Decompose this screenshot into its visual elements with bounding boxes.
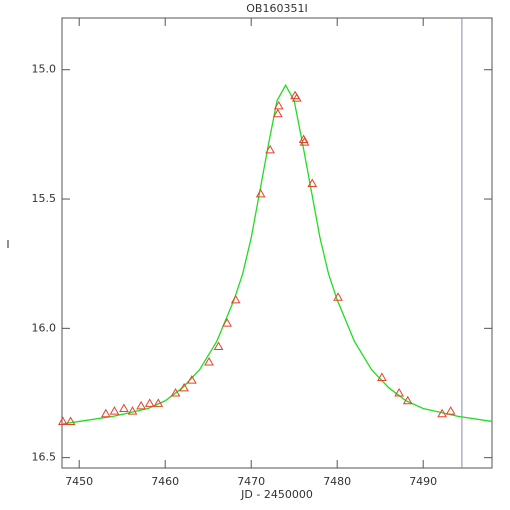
data-point <box>255 188 266 198</box>
x-tick-label: 7470 <box>237 475 265 488</box>
y-tick-label: 16.5 <box>32 451 57 464</box>
data-point <box>307 178 318 188</box>
data-point <box>273 100 284 110</box>
data-point <box>230 294 241 304</box>
data-point <box>136 400 146 410</box>
x-tick-label: 7490 <box>409 475 437 488</box>
y-tick-label: 16.0 <box>32 321 57 334</box>
x-axis-label: JD - 2450000 <box>240 488 313 501</box>
data-point <box>119 403 129 413</box>
data-point <box>272 108 283 118</box>
data-point <box>204 356 214 366</box>
data-point <box>377 372 387 381</box>
data-point <box>186 375 197 384</box>
data-point <box>213 341 224 350</box>
chart-title: OB160351I <box>246 2 307 15</box>
x-tick-label: 7460 <box>151 475 179 488</box>
model-line <box>61 83 493 425</box>
data-point <box>402 395 413 405</box>
y-tick-label: 15.5 <box>32 192 57 205</box>
data-point <box>65 416 76 425</box>
data-point <box>109 406 120 415</box>
data-point <box>170 387 181 397</box>
data-point <box>153 398 164 407</box>
data-point <box>394 387 404 397</box>
data-point <box>265 144 275 154</box>
data-point <box>298 134 309 144</box>
data-point <box>445 406 456 415</box>
y-axis-label: I <box>6 238 9 251</box>
data-point <box>333 292 343 301</box>
y-tick-label: 15.0 <box>32 63 57 76</box>
data-point <box>100 408 111 418</box>
data-point <box>57 416 68 425</box>
data-point <box>291 93 302 102</box>
data-point <box>437 408 447 418</box>
data-point <box>127 406 138 415</box>
plot-frame <box>61 17 493 469</box>
data-point <box>299 137 310 146</box>
data-point <box>179 382 189 392</box>
data-point <box>144 398 155 407</box>
data-point <box>222 318 232 327</box>
x-tick-label: 7480 <box>323 475 351 488</box>
x-tick-label: 7450 <box>65 475 93 488</box>
